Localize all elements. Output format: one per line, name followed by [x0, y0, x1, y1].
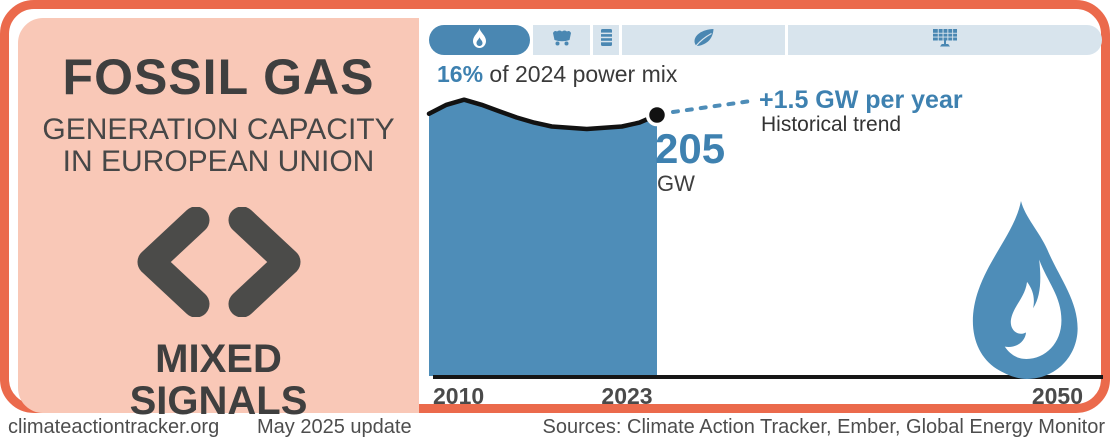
value-label: 205	[655, 125, 726, 172]
x-tick-2050: 2050	[1031, 383, 1083, 409]
left-panel: FOSSIL GAS GENERATION CAPACITY IN EUROPE…	[18, 18, 419, 422]
verdict-line1: MIXED	[155, 336, 282, 381]
capacity-area	[429, 99, 657, 376]
x-axis-line	[433, 375, 1103, 379]
gas-flame-illustration	[961, 201, 1085, 384]
mix-caption-rest: of 2024 power mix	[483, 61, 678, 87]
page-title: FOSSIL GAS	[62, 49, 375, 105]
mix-caption-highlight: 16%	[437, 61, 484, 87]
x-tick-2010: 2010	[433, 383, 485, 409]
x-tick-2023: 2023	[601, 383, 653, 409]
oil-barrel-icon	[599, 28, 613, 52]
page-subtitle-line1: GENERATION CAPACITY	[42, 113, 395, 146]
mix-segment-coal	[533, 25, 590, 55]
footer-sources-label: Sources: Climate Action Tracker, Ember, …	[542, 416, 1105, 438]
unit-label: GW	[657, 171, 695, 196]
page-subtitle: GENERATION CAPACITY IN EUROPEAN UNION	[18, 113, 419, 179]
footer-site-link[interactable]: climateactiontracker.org	[8, 416, 220, 438]
frame: FOSSIL GAS GENERATION CAPACITY IN EUROPE…	[0, 0, 1110, 422]
area-chart	[426, 97, 753, 376]
power-mix-bar	[429, 25, 1102, 55]
footer-update-label: May 2025 update	[257, 416, 412, 438]
mix-segment-bioenergy	[622, 25, 785, 55]
verdict-line2: SIGNALS	[129, 378, 308, 423]
gas-flame-icon	[472, 27, 487, 53]
capacity-line	[426, 97, 660, 132]
leaf-icon	[693, 28, 715, 52]
mix-segment-gas	[429, 25, 530, 55]
verdict-label: MIXED SIGNALS	[18, 338, 419, 422]
solar-panel-icon	[932, 28, 958, 52]
mix-segment-renewables	[788, 25, 1102, 55]
page-subtitle-line2: IN EUROPEAN UNION	[62, 145, 375, 179]
trend-label: +1.5 GW per year	[759, 86, 963, 114]
mixed-signals-icon	[18, 206, 419, 322]
trend-sublabel: Historical trend	[761, 113, 902, 136]
mix-segment-oil	[593, 25, 619, 55]
endpoint-dot	[645, 103, 669, 127]
mix-caption: 16% of 2024 power mix	[437, 61, 677, 88]
trend-dashed-line	[671, 99, 753, 114]
coal-cart-icon	[551, 29, 573, 51]
